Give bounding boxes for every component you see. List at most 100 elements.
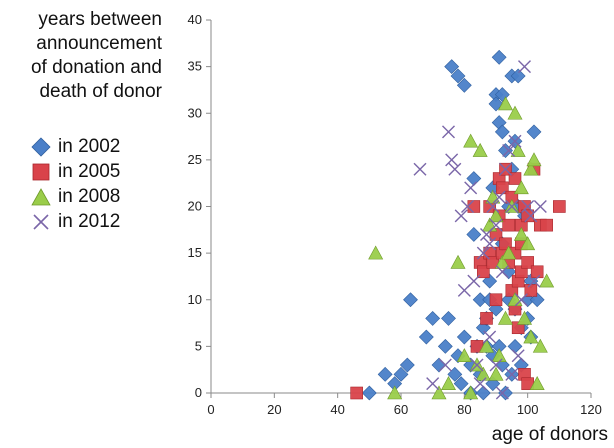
data-point xyxy=(438,358,452,372)
data-point xyxy=(440,376,457,390)
data-point xyxy=(521,200,535,213)
data-point xyxy=(516,310,533,325)
data-point xyxy=(477,265,490,279)
data-point xyxy=(507,105,523,120)
data-point xyxy=(505,200,519,213)
data-point xyxy=(497,96,514,111)
y-axis-label-line: death of donor xyxy=(39,81,162,102)
data-point xyxy=(444,59,460,75)
data-point xyxy=(445,153,459,167)
triangle-marker-icon xyxy=(31,187,51,205)
data-point xyxy=(456,329,472,345)
data-point xyxy=(478,338,495,353)
y-tick-label: 20 xyxy=(188,199,202,214)
data-point xyxy=(403,292,418,308)
x-tick-label: 120 xyxy=(580,402,602,417)
x-tick-label: 20 xyxy=(267,402,281,417)
legend-label: in 2005 xyxy=(58,160,121,182)
data-point xyxy=(491,49,507,65)
data-point xyxy=(466,227,482,242)
data-point xyxy=(489,358,503,372)
series-2 xyxy=(368,96,555,400)
data-point xyxy=(488,366,504,381)
data-point xyxy=(425,310,441,326)
data-point xyxy=(511,349,525,363)
data-point xyxy=(473,377,487,391)
data-point xyxy=(453,376,469,392)
data-point xyxy=(456,348,472,363)
data-point xyxy=(426,377,440,391)
y-tick-label: 15 xyxy=(188,245,202,260)
y-tick-label: 10 xyxy=(188,292,202,307)
data-point xyxy=(526,152,542,167)
data-point xyxy=(523,329,539,344)
data-point xyxy=(431,385,447,400)
legend: in 2002 in 2005 in 2008 in 2012 xyxy=(30,134,120,234)
data-point xyxy=(494,254,510,269)
data-point xyxy=(492,190,506,204)
data-point xyxy=(470,358,484,372)
data-point xyxy=(495,265,509,279)
data-point xyxy=(476,246,490,260)
y-tick-label: 5 xyxy=(195,338,202,353)
data-point xyxy=(486,200,500,213)
data-point xyxy=(467,200,481,213)
data-point xyxy=(387,385,403,400)
chart-points xyxy=(350,49,566,401)
legend-item-2008: in 2008 xyxy=(30,184,120,209)
x-axis-label: age of donors xyxy=(491,424,608,445)
data-point xyxy=(495,386,509,400)
data-point xyxy=(530,265,544,279)
data-point xyxy=(361,385,377,401)
cross-marker-icon xyxy=(33,213,49,230)
data-point xyxy=(489,228,503,241)
data-point xyxy=(518,60,531,74)
data-point xyxy=(450,68,466,84)
data-point xyxy=(513,180,529,195)
data-point xyxy=(431,357,447,373)
data-point xyxy=(553,200,566,213)
data-point xyxy=(418,329,434,345)
x-tick-label: 100 xyxy=(517,402,539,417)
x-tick-label: 40 xyxy=(330,402,344,417)
y-axis-label-line: of donation and xyxy=(30,57,162,78)
legend-label: in 2008 xyxy=(58,185,121,207)
square-marker-icon xyxy=(32,163,50,180)
data-point xyxy=(483,330,497,344)
data-point xyxy=(521,209,534,223)
data-point xyxy=(463,385,479,400)
data-point xyxy=(463,133,479,148)
data-point xyxy=(508,134,522,148)
y-tick-label: 35 xyxy=(188,59,202,74)
data-point xyxy=(521,256,534,269)
data-point xyxy=(399,357,415,373)
data-point xyxy=(475,385,491,401)
data-point xyxy=(464,181,478,195)
y-axis-label-line: announcement xyxy=(36,33,162,54)
data-point xyxy=(539,273,555,288)
data-point xyxy=(437,338,453,354)
data-point xyxy=(497,310,514,325)
data-point xyxy=(480,312,493,325)
data-point xyxy=(494,124,510,140)
data-point xyxy=(441,310,456,326)
data-point xyxy=(450,254,466,269)
data-point xyxy=(520,236,536,251)
y-tick-label: 0 xyxy=(195,385,202,400)
data-point xyxy=(488,208,504,223)
data-point xyxy=(513,226,529,241)
legend-item-2002: in 2002 xyxy=(30,134,120,159)
legend-item-2005: in 2005 xyxy=(30,159,120,184)
x-tick-label: 60 xyxy=(394,402,408,417)
data-point xyxy=(472,142,488,157)
data-point xyxy=(529,376,545,390)
data-point xyxy=(377,366,393,382)
data-point xyxy=(502,144,516,158)
data-point xyxy=(350,386,363,400)
y-tick-label: 30 xyxy=(188,105,202,120)
data-point xyxy=(510,142,526,157)
data-point xyxy=(527,274,541,288)
data-point xyxy=(510,68,526,84)
data-point xyxy=(461,200,474,213)
